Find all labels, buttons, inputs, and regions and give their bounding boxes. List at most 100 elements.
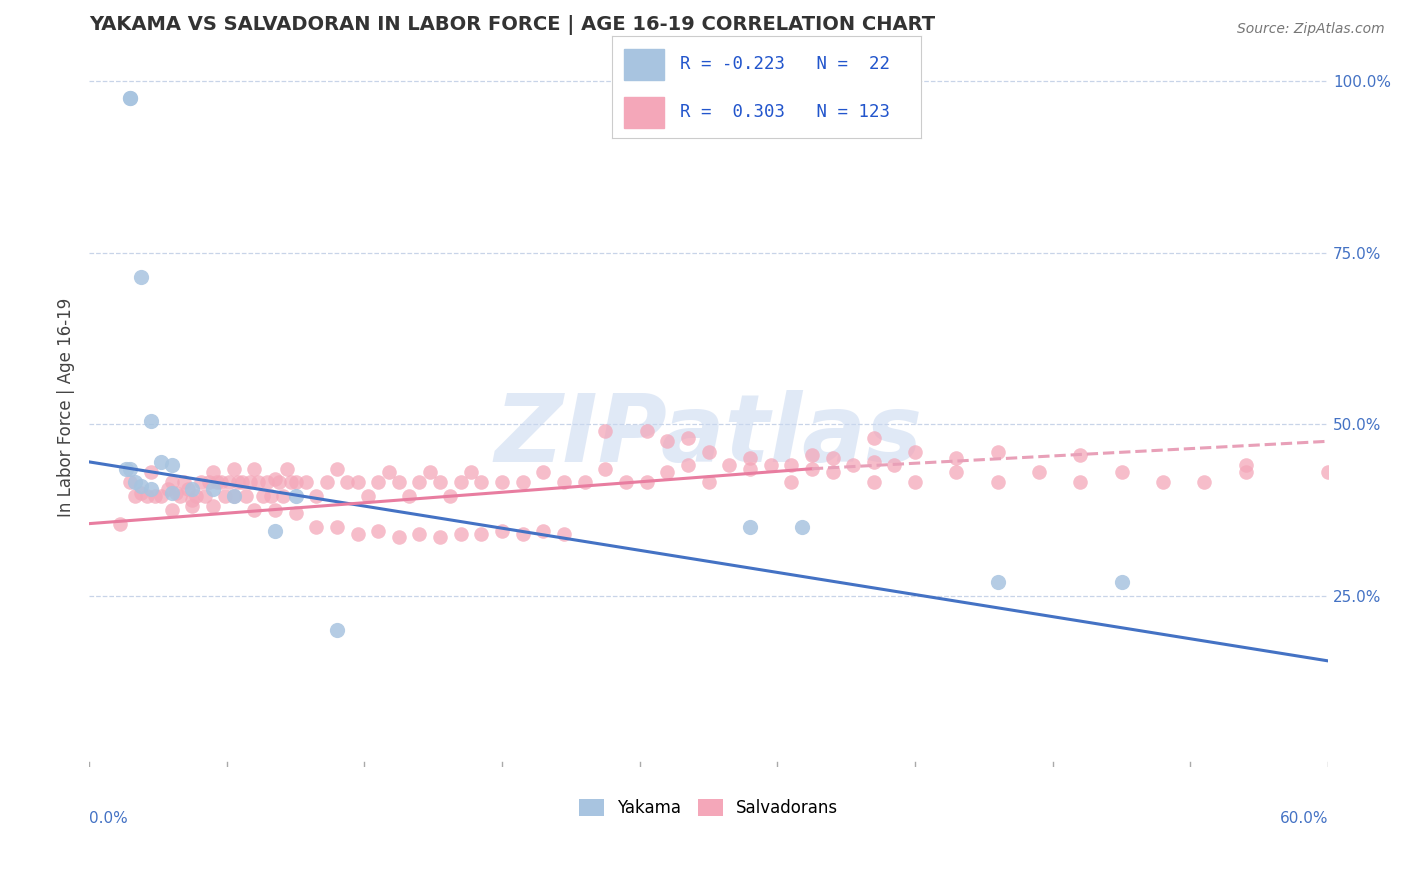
- Text: YAKAMA VS SALVADORAN IN LABOR FORCE | AGE 16-19 CORRELATION CHART: YAKAMA VS SALVADORAN IN LABOR FORCE | AG…: [89, 15, 935, 35]
- Point: [512, 527, 534, 541]
- Point: [150, 489, 173, 503]
- Point: [512, 475, 534, 490]
- Point: [315, 475, 337, 490]
- Point: [821, 451, 844, 466]
- Point: [398, 489, 420, 503]
- Point: [1111, 574, 1133, 589]
- Point: [181, 500, 204, 514]
- Point: [904, 475, 927, 490]
- Point: [194, 489, 217, 503]
- Point: [419, 465, 441, 479]
- Point: [271, 489, 294, 503]
- Point: [738, 461, 761, 475]
- Point: [470, 527, 492, 541]
- Text: 0.0%: 0.0%: [89, 811, 128, 825]
- Legend: Yakama, Salvadorans: Yakama, Salvadorans: [572, 792, 845, 824]
- Point: [636, 475, 658, 490]
- Point: [987, 475, 1010, 490]
- Point: [614, 475, 637, 490]
- Point: [574, 475, 596, 490]
- Point: [408, 527, 430, 541]
- Point: [595, 424, 617, 438]
- Point: [139, 465, 162, 479]
- Point: [235, 489, 257, 503]
- Point: [800, 448, 823, 462]
- Point: [150, 455, 173, 469]
- Point: [842, 458, 865, 473]
- Point: [1234, 458, 1257, 473]
- Point: [429, 530, 451, 544]
- Point: [326, 461, 349, 475]
- Point: [759, 458, 782, 473]
- Point: [439, 489, 461, 503]
- Point: [264, 472, 287, 486]
- Point: [790, 520, 813, 534]
- Point: [553, 475, 575, 490]
- Point: [346, 475, 368, 490]
- Point: [945, 465, 967, 479]
- Point: [120, 475, 142, 490]
- Point: [1192, 475, 1215, 490]
- Point: [531, 524, 554, 538]
- Point: [305, 489, 328, 503]
- Point: [862, 431, 884, 445]
- Point: [214, 489, 236, 503]
- Point: [531, 465, 554, 479]
- Point: [738, 451, 761, 466]
- Point: [124, 489, 146, 503]
- Point: [657, 434, 679, 449]
- Point: [738, 520, 761, 534]
- Bar: [624, 97, 664, 128]
- Point: [553, 527, 575, 541]
- Point: [883, 458, 905, 473]
- Point: [470, 475, 492, 490]
- Point: [821, 465, 844, 479]
- Point: [388, 475, 411, 490]
- Point: [205, 475, 228, 490]
- Point: [987, 444, 1010, 458]
- Point: [460, 465, 482, 479]
- Point: [987, 574, 1010, 589]
- Point: [1234, 465, 1257, 479]
- Point: [201, 500, 224, 514]
- Point: [1069, 475, 1091, 490]
- Point: [231, 475, 253, 490]
- Point: [284, 475, 307, 490]
- Point: [280, 475, 302, 490]
- Point: [388, 530, 411, 544]
- Y-axis label: In Labor Force | Age 16-19: In Labor Force | Age 16-19: [58, 297, 75, 516]
- Point: [120, 91, 142, 105]
- Point: [143, 489, 166, 503]
- Point: [247, 475, 270, 490]
- Point: [697, 475, 720, 490]
- Point: [780, 475, 803, 490]
- Point: [120, 461, 142, 475]
- Point: [239, 475, 262, 490]
- Point: [676, 431, 699, 445]
- Bar: [624, 49, 664, 79]
- Point: [135, 489, 157, 503]
- Point: [1028, 465, 1050, 479]
- Point: [780, 458, 803, 473]
- Point: [326, 520, 349, 534]
- Point: [181, 483, 204, 497]
- Point: [243, 461, 266, 475]
- Point: [284, 506, 307, 520]
- Point: [120, 91, 142, 105]
- Point: [160, 475, 183, 490]
- Point: [697, 444, 720, 458]
- Point: [862, 455, 884, 469]
- Point: [595, 461, 617, 475]
- Point: [305, 520, 328, 534]
- Text: R = -0.223   N =  22: R = -0.223 N = 22: [679, 55, 890, 73]
- Point: [718, 458, 741, 473]
- Point: [357, 489, 380, 503]
- Point: [190, 475, 212, 490]
- Point: [267, 475, 290, 490]
- Point: [169, 489, 191, 503]
- Point: [115, 461, 138, 475]
- Point: [160, 485, 183, 500]
- Point: [657, 465, 679, 479]
- Point: [177, 483, 200, 497]
- Point: [1069, 448, 1091, 462]
